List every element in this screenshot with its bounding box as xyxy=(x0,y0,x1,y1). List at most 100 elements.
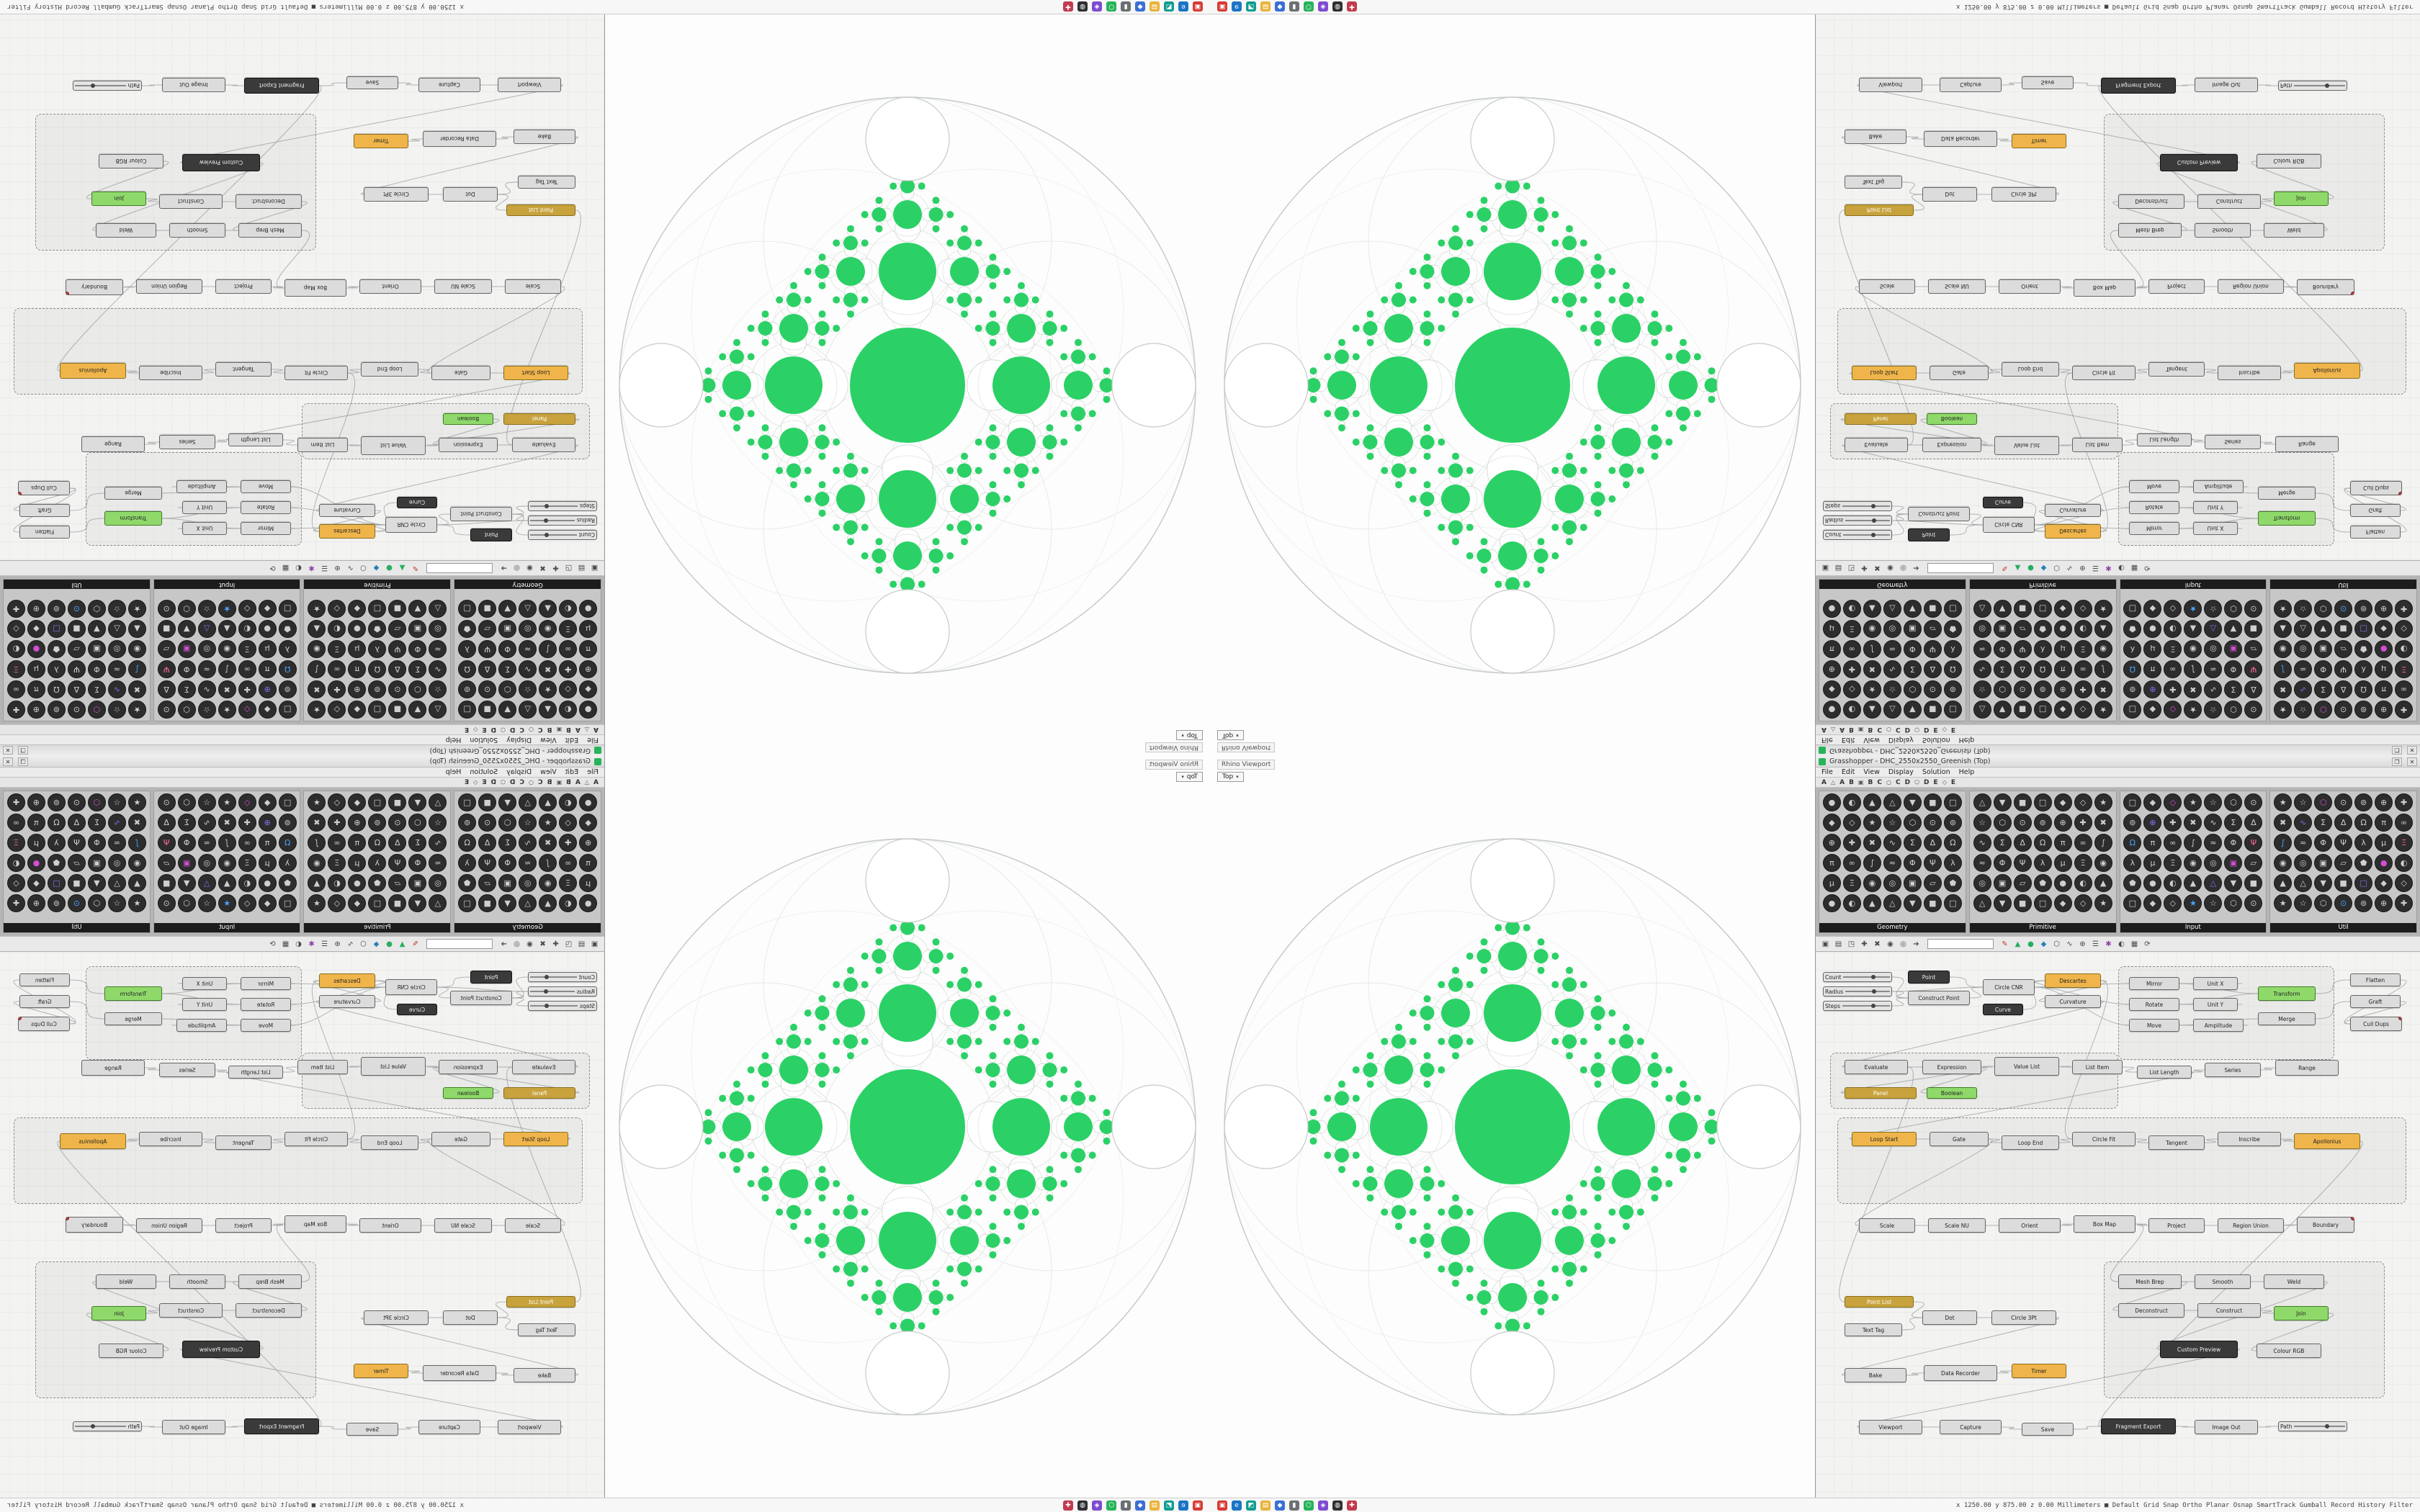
component-icon[interactable]: ≈ xyxy=(2204,660,2223,678)
gh-canvas[interactable]: Count Radius Steps Point Construct Point Circ… xyxy=(0,952,604,1498)
component-icon[interactable]: ▣ xyxy=(1993,874,2012,892)
gh-canvas[interactable]: Count Radius Steps Point Construct Point Circ… xyxy=(1816,14,2420,560)
gh-node[interactable]: Image Out xyxy=(2195,1420,2258,1434)
gh-node[interactable]: List Item xyxy=(2072,438,2123,452)
component-icon[interactable]: ⊙ xyxy=(157,600,176,618)
gh-node[interactable]: Capture xyxy=(418,78,480,92)
component-icon[interactable]: ◐ xyxy=(6,854,25,872)
component-icon[interactable]: Ω xyxy=(2123,660,2142,678)
component-icon[interactable]: ☆ xyxy=(2204,894,2223,912)
viewport-tab-button[interactable]: Top ▾ xyxy=(1176,772,1203,782)
component-icon[interactable]: ⊕ xyxy=(2375,600,2393,618)
slider-track[interactable] xyxy=(2294,1424,2345,1428)
component-icon[interactable]: Ψ xyxy=(2013,640,2032,658)
gh-node[interactable]: Circle 3Pt xyxy=(364,187,429,202)
component-tab-c[interactable]: C xyxy=(519,778,524,786)
component-icon[interactable]: ◐ xyxy=(1842,600,1861,618)
component-icon[interactable]: ◇ xyxy=(1842,814,1861,832)
component-tab-b[interactable]: B xyxy=(547,778,552,786)
component-icon[interactable]: ▣ xyxy=(1993,620,2012,638)
component-icon[interactable]: ▼ xyxy=(498,894,517,912)
component-icon[interactable]: ■ xyxy=(2013,793,2032,811)
component-icon[interactable]: π xyxy=(258,834,277,852)
component-icon[interactable]: Ξ xyxy=(328,854,346,872)
component-icon[interactable]: ◉ xyxy=(2184,640,2202,658)
component-icon[interactable]: Ξ xyxy=(2164,640,2182,658)
component-icon[interactable]: ∞ xyxy=(559,854,578,872)
component-icon[interactable]: ◆ xyxy=(1822,680,1841,698)
gh-node[interactable]: Mesh Brep xyxy=(238,1274,302,1289)
component-icon[interactable]: ◇ xyxy=(2074,793,2092,811)
toolbar-icon-0[interactable]: ▣ xyxy=(1821,564,1829,572)
component-icon[interactable]: ⬡ xyxy=(87,793,106,811)
gh-node[interactable]: Image Out xyxy=(162,1420,225,1434)
component-icon[interactable]: ◐ xyxy=(2074,874,2092,892)
taskbar-app-icon-5[interactable]: ◆ xyxy=(1135,1500,1145,1511)
component-icon[interactable]: ◆ xyxy=(348,894,367,912)
component-icon[interactable]: Ω xyxy=(278,834,297,852)
gh-node[interactable]: Bake xyxy=(1845,130,1906,144)
taskbar-app-icon-5[interactable]: ◆ xyxy=(1275,1500,1285,1511)
toolbar-icon-2[interactable]: ◳ xyxy=(1847,564,1855,572)
toolbar-icon-14[interactable]: ⊕ xyxy=(2079,564,2086,572)
slider-track[interactable] xyxy=(530,975,577,979)
component-icon[interactable]: Ψ xyxy=(478,854,497,872)
component-icon[interactable]: μ xyxy=(1822,874,1841,892)
component-icon[interactable]: ∞ xyxy=(6,680,25,698)
component-icon[interactable]: ◎ xyxy=(1883,620,1901,638)
component-icon[interactable]: Δ xyxy=(67,680,86,698)
slider-track[interactable] xyxy=(2294,84,2345,88)
taskbar-app-icon-4[interactable]: ▤ xyxy=(1150,1,1160,12)
component-icon[interactable]: ▼ xyxy=(408,793,427,811)
component-icon[interactable]: ● xyxy=(2053,874,2072,892)
component-icon[interactable]: Φ xyxy=(408,854,427,872)
gh-node[interactable]: Text Tag xyxy=(518,1323,575,1336)
component-icon[interactable]: ◉ xyxy=(2274,640,2293,658)
component-icon[interactable]: ▣ xyxy=(408,874,427,892)
component-icon[interactable]: ☆ xyxy=(1883,680,1901,698)
gh-node[interactable]: Scale NU xyxy=(434,1218,492,1233)
gh-node[interactable]: Construct xyxy=(159,1303,223,1318)
component-icon[interactable]: ◆ xyxy=(348,793,367,811)
gh-node[interactable]: Image Out xyxy=(162,78,225,92)
component-icon[interactable]: ◇ xyxy=(2164,894,2182,912)
gh-node[interactable]: Mirror xyxy=(241,522,291,535)
component-icon[interactable]: λ xyxy=(458,854,477,872)
component-icon[interactable]: ≈ xyxy=(2294,660,2313,678)
gh-node[interactable]: Amplitude xyxy=(176,1019,227,1032)
component-icon[interactable]: Ξ xyxy=(2395,834,2414,852)
gh-node[interactable]: Cull Dups xyxy=(2350,481,2402,495)
gh-node[interactable]: Smooth xyxy=(2195,223,2251,238)
taskbar-app-icon-6[interactable]: ▮ xyxy=(1121,1,1131,12)
menu-edit[interactable]: Edit xyxy=(565,768,579,776)
component-icon[interactable]: ⊙ xyxy=(478,814,497,832)
component-icon[interactable]: ◆ xyxy=(2375,620,2393,638)
component-icon[interactable]: ☆ xyxy=(2294,894,2313,912)
component-icon[interactable]: ⊙ xyxy=(478,680,497,698)
component-icon[interactable]: Δ xyxy=(2334,814,2353,832)
component-tab-d[interactable]: D xyxy=(1904,726,1911,734)
gh-node[interactable]: Rotate xyxy=(241,998,291,1011)
component-icon[interactable]: ⊙ xyxy=(2013,680,2032,698)
component-icon[interactable]: ≈ xyxy=(197,660,216,678)
gh-node[interactable]: Panel xyxy=(1845,413,1917,425)
gh-node[interactable]: Tangent xyxy=(2148,1135,2205,1150)
component-icon[interactable]: △ xyxy=(2294,620,2313,638)
gh-node[interactable]: Loop End xyxy=(2002,362,2059,377)
component-icon[interactable]: □ xyxy=(278,793,297,811)
gh-node[interactable]: Dot xyxy=(443,1310,498,1325)
component-icon[interactable]: ▲ xyxy=(2184,620,2202,638)
component-icon[interactable]: ▱ xyxy=(478,620,497,638)
slider-track[interactable] xyxy=(1843,533,1890,537)
component-icon[interactable]: Ω xyxy=(368,660,387,678)
component-icon[interactable]: ✖ xyxy=(2094,680,2112,698)
component-icon[interactable]: □ xyxy=(458,600,477,618)
gh-node[interactable]: Curve xyxy=(1983,497,2023,508)
component-icon[interactable]: ◇ xyxy=(328,600,346,618)
component-icon[interactable]: ⊕ xyxy=(258,814,277,832)
gh-node[interactable]: Path xyxy=(73,81,142,91)
component-icon[interactable]: ★ xyxy=(218,600,236,618)
gh-node[interactable]: Cull Dups xyxy=(2350,1017,2402,1031)
component-icon[interactable]: ◎ xyxy=(1973,874,1991,892)
taskbar-app-icon-2[interactable]: e xyxy=(1178,1,1188,12)
